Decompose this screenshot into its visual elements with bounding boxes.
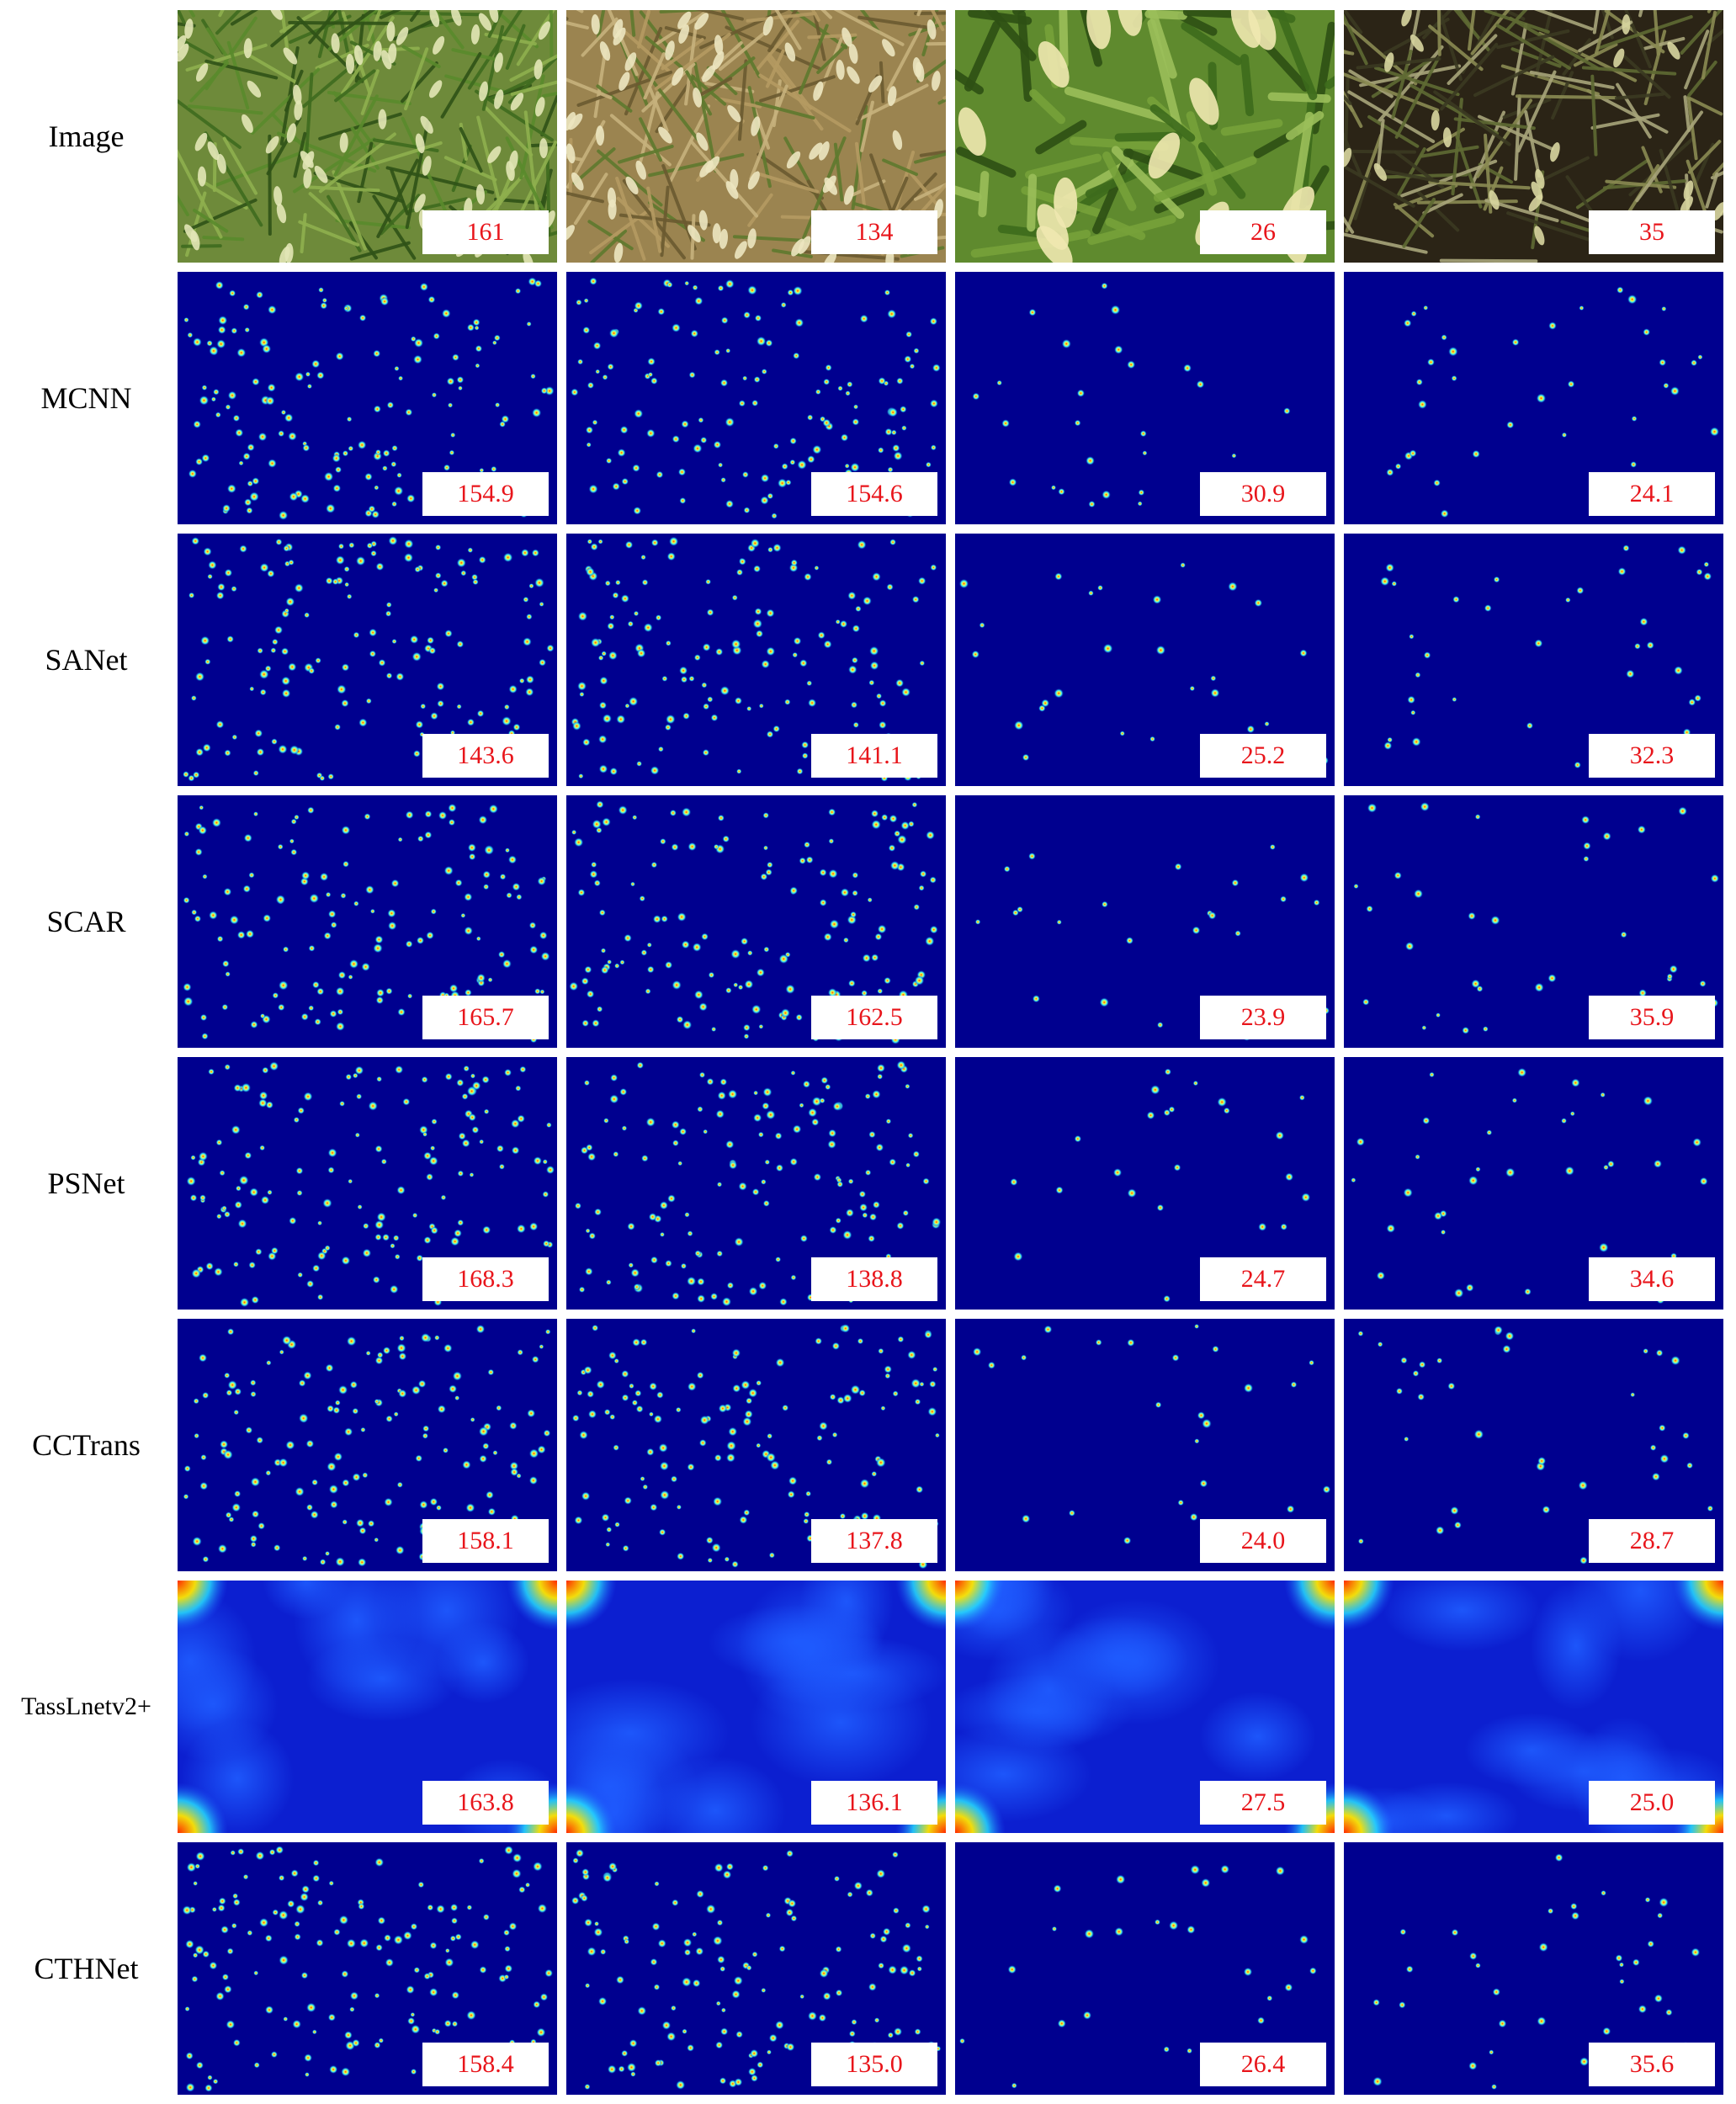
density-map-4: 35.9 bbox=[1344, 795, 1723, 1048]
predicted-count: 143.6 bbox=[422, 734, 549, 778]
predicted-count: 26.4 bbox=[1200, 2043, 1326, 2086]
predicted-count: 163.8 bbox=[422, 1781, 549, 1825]
predicted-count: 141.1 bbox=[811, 734, 937, 778]
density-map-4: 35.6 bbox=[1344, 1842, 1723, 2095]
density-map-1: 158.4 bbox=[178, 1842, 557, 2095]
predicted-count: 136.1 bbox=[811, 1781, 937, 1825]
density-map-2: 135.0 bbox=[566, 1842, 946, 2095]
density-heatmap bbox=[1344, 272, 1723, 524]
wheat-field-photo bbox=[955, 10, 1335, 263]
ground-truth-count: 134 bbox=[811, 210, 937, 254]
density-map-4: 32.3 bbox=[1344, 534, 1723, 786]
density-map-3: 26.4 bbox=[955, 1842, 1335, 2095]
density-map-2: 154.6 bbox=[566, 272, 946, 524]
input-image-2: 134 bbox=[566, 10, 946, 263]
ground-truth-count: 161 bbox=[422, 210, 549, 254]
density-map-1: 163.8 bbox=[178, 1581, 557, 1833]
density-map-3: 30.9 bbox=[955, 272, 1335, 524]
density-map-3: 24.7 bbox=[955, 1057, 1335, 1310]
predicted-count: 162.5 bbox=[811, 996, 937, 1039]
predicted-count: 158.1 bbox=[422, 1519, 549, 1563]
predicted-count: 24.7 bbox=[1200, 1257, 1326, 1301]
predicted-count: 34.6 bbox=[1589, 1257, 1715, 1301]
predicted-count: 30.9 bbox=[1200, 472, 1326, 516]
predicted-count: 24.1 bbox=[1589, 472, 1715, 516]
density-heatmap bbox=[566, 1842, 946, 2095]
predicted-count: 32.3 bbox=[1589, 734, 1715, 778]
density-map-4: 34.6 bbox=[1344, 1057, 1723, 1310]
density-map-1: 158.1 bbox=[178, 1319, 557, 1571]
density-map-3: 27.5 bbox=[955, 1581, 1335, 1833]
predicted-count: 28.7 bbox=[1589, 1519, 1715, 1563]
row-label-sanet: SANet bbox=[45, 643, 128, 677]
density-map-4: 24.1 bbox=[1344, 272, 1723, 524]
density-map-2: 162.5 bbox=[566, 795, 946, 1048]
predicted-count: 165.7 bbox=[422, 996, 549, 1039]
row-label-cctrans: CCTrans bbox=[32, 1428, 141, 1462]
input-image-4: 35 bbox=[1344, 10, 1723, 263]
predicted-count: 154.9 bbox=[422, 472, 549, 516]
row-label-psnet: PSNet bbox=[47, 1166, 125, 1200]
predicted-count: 35.6 bbox=[1589, 2043, 1715, 2086]
row-label-cthnet: CTHNet bbox=[34, 1952, 139, 1985]
density-heatmap bbox=[566, 1581, 946, 1833]
density-heatmap bbox=[178, 1581, 557, 1833]
density-heatmap bbox=[178, 1319, 557, 1571]
predicted-count: 25.2 bbox=[1200, 734, 1326, 778]
predicted-count: 25.0 bbox=[1589, 1781, 1715, 1825]
density-map-1: 154.9 bbox=[178, 272, 557, 524]
predicted-count: 23.9 bbox=[1200, 996, 1326, 1039]
predicted-count: 24.0 bbox=[1200, 1519, 1326, 1563]
predicted-count: 168.3 bbox=[422, 1257, 549, 1301]
row-label-mcnn: MCNN bbox=[40, 381, 132, 415]
predicted-count: 154.6 bbox=[811, 472, 937, 516]
predicted-count: 35.9 bbox=[1589, 996, 1715, 1039]
density-map-1: 165.7 bbox=[178, 795, 557, 1048]
density-map-2: 136.1 bbox=[566, 1581, 946, 1833]
density-heatmap bbox=[1344, 1581, 1723, 1833]
ground-truth-count: 26 bbox=[1200, 210, 1326, 254]
row-label-image: Image bbox=[48, 120, 125, 153]
predicted-count: 158.4 bbox=[422, 2043, 549, 2086]
ground-truth-count: 35 bbox=[1589, 210, 1715, 254]
density-map-1: 143.6 bbox=[178, 534, 557, 786]
wheat-field-photo bbox=[178, 10, 557, 263]
predicted-count: 138.8 bbox=[811, 1257, 937, 1301]
density-map-4: 28.7 bbox=[1344, 1319, 1723, 1571]
row-label-tasslnetv2-: TassLnetv2+ bbox=[21, 1692, 151, 1720]
density-map-2: 137.8 bbox=[566, 1319, 946, 1571]
density-map-3: 23.9 bbox=[955, 795, 1335, 1048]
density-map-4: 25.0 bbox=[1344, 1581, 1723, 1833]
density-map-2: 141.1 bbox=[566, 534, 946, 786]
density-map-1: 168.3 bbox=[178, 1057, 557, 1310]
row-label-scar: SCAR bbox=[46, 905, 126, 938]
predicted-count: 135.0 bbox=[811, 2043, 937, 2086]
density-map-3: 24.0 bbox=[955, 1319, 1335, 1571]
input-image-1: 161 bbox=[178, 10, 557, 263]
input-image-3: 26 bbox=[955, 10, 1335, 263]
density-map-2: 138.8 bbox=[566, 1057, 946, 1310]
predicted-count: 137.8 bbox=[811, 1519, 937, 1563]
predicted-count: 27.5 bbox=[1200, 1781, 1326, 1825]
density-map-3: 25.2 bbox=[955, 534, 1335, 786]
